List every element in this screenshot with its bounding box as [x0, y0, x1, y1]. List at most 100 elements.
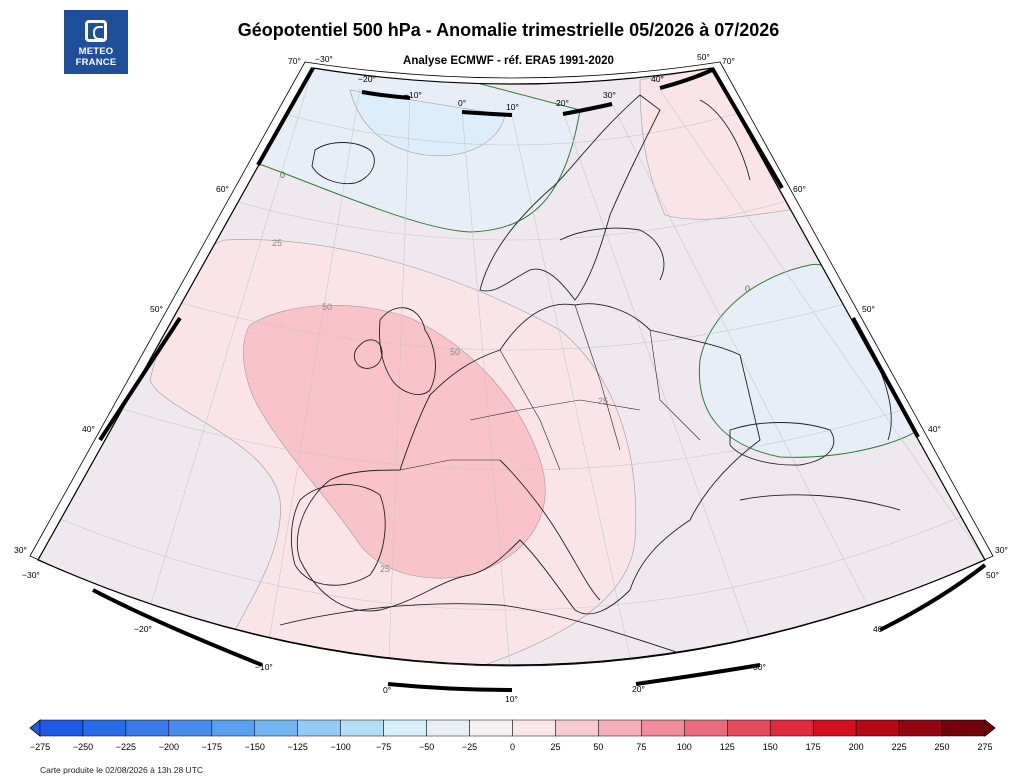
left-latitude-labels: 30° 40° 50° 60° 70°: [14, 56, 301, 555]
colorbar-swatch: [82, 719, 127, 737]
colorbar-tick-label: 100: [677, 742, 692, 752]
contour-label-50-central: 50: [450, 347, 460, 357]
bottom-lon-label: −10°: [255, 662, 273, 672]
colorbar-tick-label: −25: [462, 742, 477, 752]
colorbar-swatch: [383, 719, 427, 737]
anomaly-region-plus-50: [243, 305, 546, 579]
top-lon-label: 40°: [651, 74, 664, 84]
contour-label-25-south: 25: [380, 564, 390, 574]
contour-label-25-west: 25: [272, 238, 282, 248]
colorbar-tick-label: 225: [892, 742, 907, 752]
right-lat-label: 70°: [722, 56, 735, 66]
contour-labels: 0 0 25 50 50 25 25: [272, 170, 750, 574]
colorbar-tick-label: 50: [593, 742, 603, 752]
bottom-lon-label: 10°: [505, 694, 518, 704]
contour-label-zero-east: 0: [745, 284, 750, 294]
graticule: [38, 68, 985, 665]
bottom-lon-label: 20°: [632, 684, 645, 694]
colorbar-swatch: [297, 719, 341, 737]
left-lat-label: 60°: [216, 184, 229, 194]
meteo-france-logo-icon: [85, 20, 107, 42]
left-lat-label: 50°: [150, 304, 163, 314]
top-lon-label: 50°: [697, 52, 710, 62]
right-lat-label: 60°: [793, 184, 806, 194]
contour-label-50-west: 50: [322, 302, 332, 312]
coastlines: [279, 94, 901, 661]
colorbar-swatch: [598, 719, 642, 737]
top-lon-label: −20°: [358, 74, 376, 84]
colorbar-swatch: [340, 719, 384, 737]
colorbar-swatch: [39, 719, 84, 737]
colorbar-tick-label: −50: [419, 742, 434, 752]
top-longitude-labels: −30° −20° −10° 0° 10° 20° 30° 40° 50°: [315, 52, 710, 112]
left-lat-label: 70°: [288, 56, 301, 66]
bottom-lon-label: −20°: [134, 624, 152, 634]
top-lon-label: 20°: [556, 98, 569, 108]
colorbar-swatch: [555, 719, 599, 737]
bottom-lon-label: 40°: [873, 624, 886, 634]
colorbar-tick-label: 25: [550, 742, 560, 752]
bottom-lon-label: −30°: [22, 570, 40, 580]
colorbar-tick-label: −175: [202, 742, 222, 752]
map-subtitle: Analyse ECMWF - réf. ERA5 1991-2020: [403, 55, 614, 67]
colorbar-tick-label: −75: [376, 742, 391, 752]
colorbar-swatch: [684, 719, 728, 737]
right-lat-label: 30°: [995, 545, 1008, 555]
colorbar-tick-label: 250: [935, 742, 950, 752]
anomaly-region-north-negative-core: [349, 89, 506, 157]
colorbar-swatch: [769, 719, 814, 737]
bottom-lon-label: 50°: [986, 570, 999, 580]
colorbar: −275 −250 −225 −200 −175 −150 −125 −100 −75 −50 −2…: [29, 719, 996, 752]
colorbar-swatch: [426, 719, 470, 737]
top-lon-label: 0°: [458, 98, 466, 108]
colorbar-swatch: [727, 719, 771, 737]
colorbar-tick-label: −100: [331, 742, 351, 752]
left-lat-label: 30°: [14, 545, 27, 555]
meteo-france-logo: METEO FRANCE: [64, 10, 128, 74]
production-footer: Carte produite le 02/08/2026 à 13h 28 UT…: [40, 765, 204, 775]
colorbar-tick-label: −125: [288, 742, 308, 752]
colorbar-tick-label: −225: [116, 742, 136, 752]
colorbar-tick-label: 75: [636, 742, 646, 752]
colorbar-swatch: [469, 719, 513, 737]
top-lon-label: 30°: [603, 90, 616, 100]
bottom-lon-label: 0°: [383, 685, 391, 695]
bottom-lon-label: 30°: [753, 662, 766, 672]
colorbar-tick-label: −275: [30, 742, 50, 752]
colorbar-tick-label: −250: [73, 742, 93, 752]
top-lon-label: 10°: [506, 102, 519, 112]
bottom-longitude-labels: −30° −20° −10° 0° 10° 20° 30° 40° 50°: [22, 570, 999, 704]
top-lon-label: −30°: [315, 54, 333, 64]
colorbar-tick-label: −200: [159, 742, 179, 752]
colorbar-tick-label: −150: [245, 742, 265, 752]
colorbar-swatch: [211, 719, 256, 737]
colorbar-swatch: [641, 719, 685, 737]
colorbar-tick-label: 175: [806, 742, 821, 752]
contour-label-zero-north: 0: [280, 170, 285, 180]
right-lat-label: 50°: [862, 304, 875, 314]
colorbar-swatch: [898, 719, 943, 737]
top-lon-label: −10°: [404, 90, 422, 100]
logo-line-1: METEO: [78, 46, 114, 57]
colorbar-swatch: [812, 719, 857, 737]
right-latitude-labels: 30° 40° 50° 60° 70°: [722, 56, 1008, 555]
colorbar-tick-label: 0: [510, 742, 515, 752]
colorbar-tick-label: 125: [720, 742, 735, 752]
colorbar-tick-label: 275: [977, 742, 992, 752]
colorbar-swatch: [512, 719, 556, 737]
colorbar-swatch: [855, 719, 900, 737]
colorbar-swatch: [941, 719, 986, 737]
colorbar-tick-label: 200: [849, 742, 864, 752]
logo-line-2: FRANCE: [75, 57, 117, 68]
colorbar-swatch: [254, 719, 298, 737]
map-frame: [29, 61, 994, 692]
colorbar-tick-label: 150: [763, 742, 778, 752]
colorbar-swatch: [125, 719, 170, 737]
right-lat-label: 40°: [928, 424, 941, 434]
left-lat-label: 40°: [82, 424, 95, 434]
map-title: Géopotentiel 500 hPa - Anomalie trimestr…: [237, 20, 780, 40]
colorbar-arrow-left: [29, 719, 41, 737]
anomaly-region-ne-positive: [639, 68, 791, 220]
colorbar-swatch: [168, 719, 213, 737]
